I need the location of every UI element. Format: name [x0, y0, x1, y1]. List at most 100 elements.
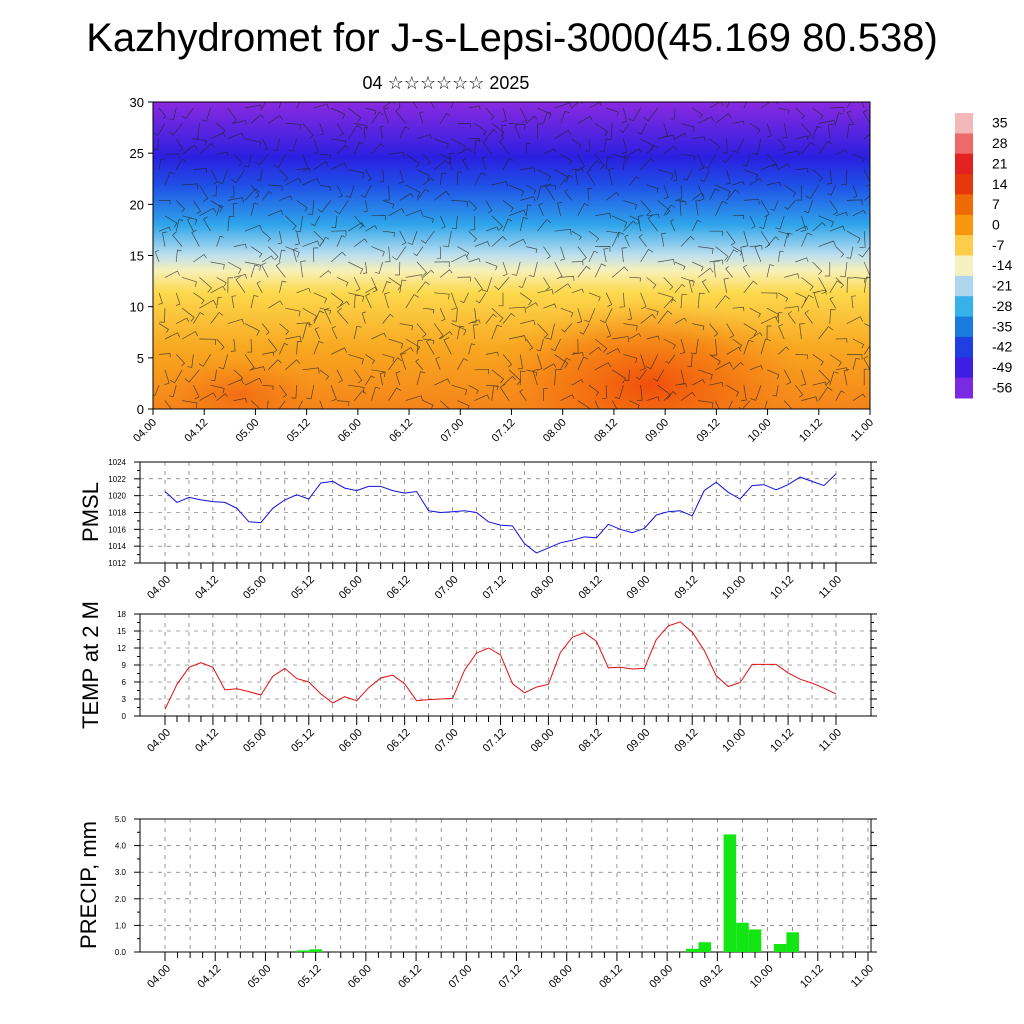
wind-barb [485, 261, 498, 271]
wind-barb [571, 102, 583, 109]
wind-barb [365, 293, 372, 309]
wind-barb [674, 283, 686, 294]
wind-barb [784, 150, 800, 156]
wind-barb [169, 385, 177, 398]
wind-barb [605, 292, 613, 307]
wind-barb [732, 138, 745, 153]
wind-barb [852, 184, 858, 199]
wind-barb [405, 209, 424, 217]
wind-barb [543, 363, 557, 371]
wind-barb [760, 102, 778, 109]
wind-barb [193, 385, 200, 400]
wind-barb [474, 139, 481, 155]
wind-barb [348, 169, 365, 179]
wind-barb [227, 277, 234, 293]
wind-barb [812, 381, 827, 387]
wind-barb [250, 295, 259, 309]
wind-barb [829, 354, 842, 367]
wind-barb [210, 169, 218, 185]
wind-barb [715, 361, 733, 371]
wind-barb [670, 107, 676, 120]
wind-barb [702, 154, 716, 169]
wind-barb [725, 266, 733, 278]
wind-barb [657, 200, 671, 216]
precip-bar [736, 922, 749, 952]
wind-barb [405, 338, 421, 353]
wind-barb [560, 307, 574, 318]
x-tick-label: 08.00 [529, 727, 557, 755]
wind-barb [818, 369, 831, 386]
wind-barb [388, 387, 402, 401]
wind-barb [275, 262, 286, 278]
x-tick-label: 11.00 [817, 574, 844, 601]
wind-barb [354, 123, 368, 131]
wind-barb [588, 346, 602, 355]
wind-barb [741, 385, 747, 402]
wind-barb [508, 306, 526, 313]
wind-barb [451, 292, 458, 311]
wind-barb [491, 324, 503, 340]
wind-barb [603, 248, 609, 263]
wind-barb [742, 154, 751, 167]
wind-barb [554, 283, 572, 294]
wind-barb [801, 232, 813, 247]
wind-barb [713, 260, 720, 278]
panel-background [140, 614, 871, 716]
wind-barb [430, 102, 435, 109]
wind-barb [319, 184, 332, 191]
wind-barb [606, 107, 619, 117]
wind-barb [784, 200, 796, 210]
wind-barb [829, 225, 846, 232]
wind-barb [416, 188, 430, 201]
y-tick-label: 2.0 [115, 895, 127, 904]
wind-barb [726, 249, 739, 263]
wind-barb [629, 176, 640, 186]
wind-barb [268, 300, 283, 309]
wind-barb [862, 109, 870, 124]
wind-barb [371, 277, 378, 293]
wind-barb [749, 332, 763, 340]
wind-barb [379, 169, 385, 183]
colorbar-swatch [955, 316, 973, 338]
wind-barb [199, 207, 217, 217]
wind-barb [231, 169, 246, 184]
wind-barb [481, 156, 487, 170]
wind-barb [468, 319, 481, 324]
wind-barb [852, 153, 865, 163]
wind-barb [653, 369, 665, 382]
wind-barb [715, 400, 720, 409]
wind-barb [697, 292, 705, 309]
wind-barb [571, 261, 584, 266]
wind-barb [804, 310, 813, 324]
wind-barb [439, 112, 451, 124]
wind-barb [182, 277, 198, 287]
wind-barb [468, 105, 481, 110]
wind-barb [261, 138, 268, 151]
wind-barb [846, 199, 863, 206]
wind-barb [451, 323, 467, 336]
wind-barb [422, 177, 435, 186]
wind-barb [624, 234, 630, 247]
wind-barb [317, 200, 332, 213]
wind-barb [268, 184, 283, 192]
wind-barb [749, 245, 763, 250]
colorbar-swatch [955, 336, 973, 358]
wind-barb [709, 381, 724, 387]
wind-barb [536, 354, 543, 371]
wind-barb [738, 400, 751, 409]
wind-barb [193, 138, 207, 146]
wind-barb [261, 102, 266, 109]
wind-barb [279, 342, 289, 355]
wind-barb [691, 192, 705, 201]
wind-barb [210, 261, 225, 270]
wind-barb [732, 215, 745, 220]
wind-barb [313, 292, 328, 304]
x-tick-label: 04.12 [193, 727, 221, 755]
wind-barb [193, 168, 208, 173]
wind-barb [336, 277, 349, 287]
wind-barb [439, 308, 446, 322]
x-tick-label: 05.00 [234, 417, 262, 445]
x-tick-label: 07.12 [497, 963, 525, 991]
y-tick-label: 1012 [108, 559, 126, 568]
wind-barb [697, 154, 704, 171]
